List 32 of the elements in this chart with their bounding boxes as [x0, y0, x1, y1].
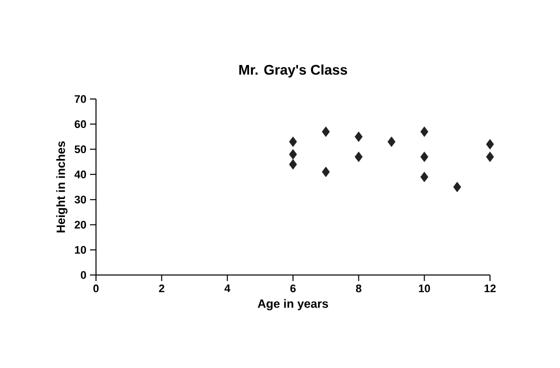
x-tick-label: 6: [290, 284, 296, 292]
point: [289, 136, 297, 147]
point: [322, 126, 330, 137]
point: [420, 126, 428, 137]
y-axis-title: Height in inches: [56, 141, 68, 232]
x-tick-label: 10: [418, 284, 430, 292]
point: [322, 166, 330, 178]
x-tick-label: 4: [224, 284, 230, 292]
point: [420, 152, 428, 162]
y-tick-label: 10: [74, 246, 86, 254]
y-tick-label: 30: [74, 196, 86, 204]
point: [420, 172, 428, 182]
point: [388, 136, 396, 147]
point: [289, 159, 297, 170]
x-axis-title: Age in years: [258, 299, 328, 310]
x-tick-label: 12: [484, 284, 496, 292]
y-tick-label: 70: [74, 95, 86, 103]
point: [289, 149, 297, 160]
y-tick-label: 0: [80, 271, 86, 279]
x-tick-label: 2: [158, 284, 164, 292]
point: [354, 132, 363, 142]
point: [354, 152, 363, 162]
point: [486, 152, 494, 162]
y-tick-label: 20: [74, 220, 86, 229]
chart-title: Mr. Gray's Class: [239, 64, 348, 78]
x-tick-label: 8: [356, 284, 362, 292]
y-tick-label: 40: [74, 170, 86, 178]
y-tick-label: 50: [74, 145, 86, 154]
y-tick-label: 60: [74, 120, 86, 128]
point: [486, 139, 494, 150]
x-tick-label: 0: [93, 284, 99, 292]
point: [453, 182, 462, 192]
